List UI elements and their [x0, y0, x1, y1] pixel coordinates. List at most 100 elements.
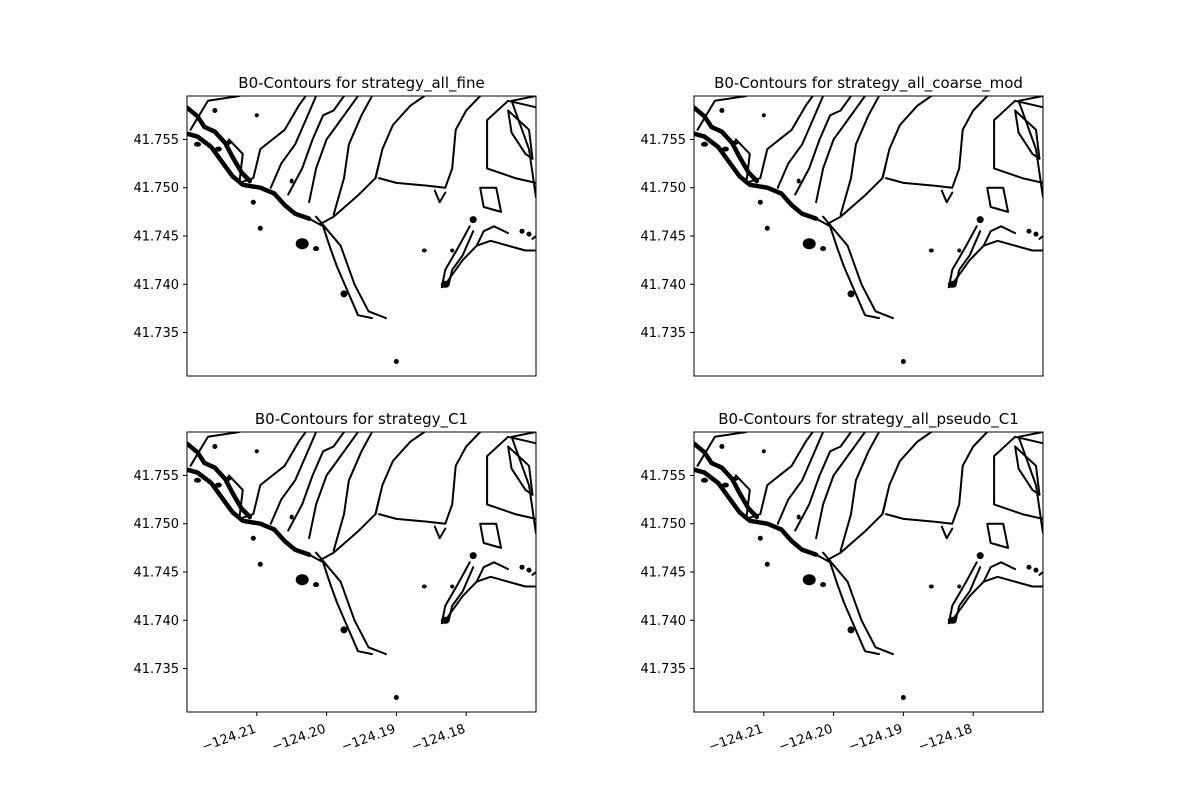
contour-blob-10 [757, 199, 763, 205]
contour-blob-18 [1026, 228, 1032, 234]
contour-blob-3 [900, 695, 906, 700]
y-tick-label: 41.755 [641, 469, 687, 484]
contour-line-11 [332, 96, 373, 216]
contour-line-3 [308, 553, 373, 656]
contour-line-6 [189, 96, 241, 131]
contour-line-13 [378, 96, 482, 189]
contour-blob-16 [450, 248, 455, 253]
contour-line-4 [822, 551, 894, 656]
contour-line-5 [318, 162, 380, 226]
y-tick-label: 41.735 [641, 662, 687, 677]
contour-line-19 [440, 225, 475, 289]
contour-blob-6 [469, 216, 477, 224]
x-tick-label: −124.19 [340, 722, 398, 755]
contour-blob-14 [254, 113, 259, 118]
contour-line-1 [694, 467, 819, 557]
contour-blob-8 [214, 482, 222, 488]
contour-blob-9 [733, 475, 739, 481]
contour-line-22 [531, 571, 536, 576]
contour-blob-7 [194, 141, 201, 147]
contour-line-8 [269, 432, 318, 525]
contour-blob-4 [313, 582, 320, 588]
contour-line-21 [475, 225, 510, 247]
contour-blob-5 [947, 616, 957, 624]
contour-line-13 [885, 432, 989, 525]
contour-line-20 [951, 575, 1043, 622]
contour-blob-15 [421, 248, 427, 253]
contour-line-20 [444, 575, 536, 622]
contour-line-15 [479, 186, 503, 213]
contour-blob-10 [250, 199, 256, 205]
y-tick-label: 41.735 [134, 662, 180, 677]
x-tick-label: −124.20 [270, 722, 328, 755]
contour-line-11 [839, 96, 880, 216]
contour-blob-14 [761, 113, 766, 118]
contour-panel-1: B0-Contours for strategy_all_fine 41.735 4… [134, 74, 537, 377]
contour-blob-5 [947, 280, 957, 288]
contour-line-21 [982, 225, 1017, 247]
contour-line-13 [885, 96, 989, 189]
y-tick-label: 41.735 [641, 326, 687, 341]
contour-blob-13 [212, 444, 218, 449]
y-tick-label: 41.755 [134, 469, 180, 484]
contour-line-1 [694, 131, 819, 221]
contour-blob-2 [340, 626, 348, 634]
y-tick-label: 41.750 [134, 517, 180, 532]
contour-blob-17 [526, 231, 532, 237]
y-tick-label: 41.745 [641, 230, 687, 245]
contour-line-10 [308, 432, 359, 540]
contour-blob-9 [226, 475, 232, 481]
contour-blob-1 [295, 238, 309, 250]
contour-line-4 [315, 215, 387, 320]
axes-frame [693, 431, 1044, 713]
contour-line-9 [287, 96, 345, 196]
contour-panel-3: B0-Contours for strategy_C1 41.735 41.740 4… [134, 410, 537, 755]
contour-line-22 [1038, 235, 1043, 240]
contour-line-5 [825, 498, 887, 562]
contour-line-3 [815, 553, 880, 656]
x-tick-label: −124.21 [707, 722, 765, 755]
contour-blob-2 [847, 626, 855, 634]
contour-blob-3 [393, 359, 399, 364]
y-tick-label: 41.735 [134, 326, 180, 341]
contour-line-19 [947, 561, 982, 625]
contour-blob-2 [847, 290, 855, 298]
y-tick-label: 41.755 [134, 133, 180, 148]
contour-line-7 [227, 96, 307, 184]
contour-blob-1 [802, 574, 816, 586]
contour-blob-11 [257, 561, 263, 567]
contour-line-7 [227, 432, 307, 520]
contour-line-11 [839, 432, 880, 552]
contour-blob-18 [519, 228, 525, 234]
contour-blob-9 [226, 139, 232, 145]
contour-line-12 [374, 96, 426, 180]
contour-blob-17 [526, 567, 532, 573]
contour-blob-3 [393, 695, 399, 700]
contour-blob-11 [257, 225, 263, 231]
contour-blob-2 [340, 290, 348, 298]
axes-frame [186, 431, 537, 713]
y-tick-label: 41.745 [641, 566, 687, 581]
contour-blob-17 [1033, 567, 1039, 573]
contour-line-14 [433, 189, 447, 204]
contour-blob-4 [820, 582, 827, 588]
y-tick-label: 41.750 [134, 181, 180, 196]
contour-blob-7 [194, 477, 201, 483]
contour-line-16 [507, 445, 534, 496]
contour-blob-13 [212, 108, 218, 113]
contour-blob-14 [254, 449, 259, 454]
y-tick-label: 41.750 [641, 517, 687, 532]
contour-line-6 [696, 96, 748, 131]
contour-line-16 [1014, 109, 1041, 160]
contour-blob-10 [250, 535, 256, 541]
y-tick-label: 41.745 [134, 566, 180, 581]
contour-line-12 [374, 432, 426, 516]
contour-line-20 [444, 239, 536, 286]
contour-blob-3 [900, 359, 906, 364]
contour-line-18 [993, 99, 1043, 184]
contour-line-13 [378, 432, 482, 525]
contour-line-19 [440, 561, 475, 625]
contour-blob-12 [289, 178, 294, 184]
contour-blob-1 [295, 574, 309, 586]
